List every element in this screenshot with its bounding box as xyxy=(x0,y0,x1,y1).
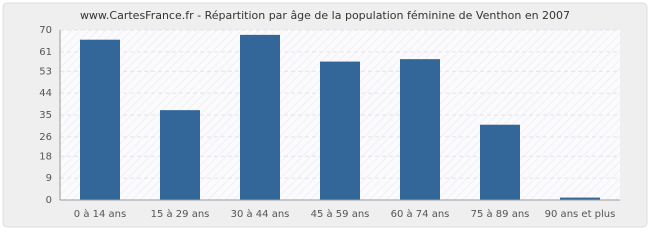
chart: www.CartesFrance.fr - Répartition par âg… xyxy=(2,2,648,228)
bar xyxy=(240,34,280,200)
y-tick-label: 18 xyxy=(39,151,52,162)
x-tick-label: 45 à 59 ans xyxy=(311,208,370,220)
bar xyxy=(400,59,440,201)
bar xyxy=(560,197,600,200)
bar xyxy=(160,110,200,200)
y-tick-label: 26 xyxy=(39,132,52,143)
y-tick-label: 9 xyxy=(46,173,52,184)
y-tick-label: 70 xyxy=(39,25,52,36)
x-tick-label: 15 à 29 ans xyxy=(151,208,210,220)
y-tick-label: 53 xyxy=(39,66,52,77)
bar xyxy=(480,124,520,200)
y-tick-label: 61 xyxy=(39,47,52,58)
y-tick-label: 0 xyxy=(46,195,52,206)
x-tick-label: 90 ans et plus xyxy=(545,209,616,220)
chart-title: www.CartesFrance.fr - Répartition par âg… xyxy=(80,9,570,22)
x-tick-label: 60 à 74 ans xyxy=(391,208,450,220)
y-tick-label: 35 xyxy=(39,110,52,121)
x-tick-label: 75 à 89 ans xyxy=(471,208,530,220)
bar xyxy=(320,61,360,201)
x-tick-label: 30 à 44 ans xyxy=(231,208,290,220)
y-tick-label: 44 xyxy=(39,88,52,99)
x-tick-label: 0 à 14 ans xyxy=(74,208,126,220)
bar xyxy=(80,39,120,200)
